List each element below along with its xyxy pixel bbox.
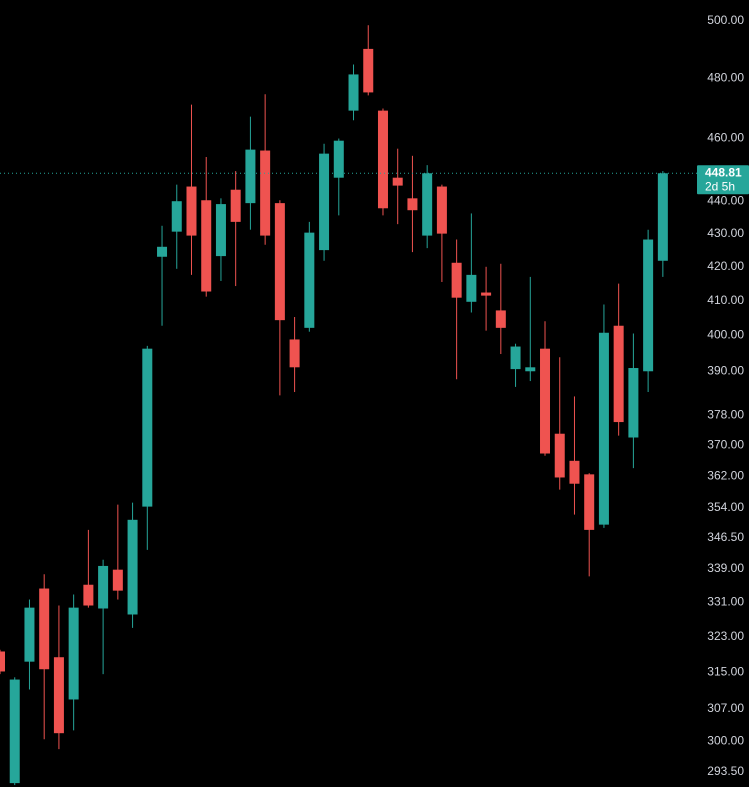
y-tick-label: 500.00 <box>707 13 744 27</box>
candle-body <box>289 339 300 368</box>
candle-body <box>598 332 609 525</box>
y-tick-label: 410.00 <box>707 293 744 307</box>
y-tick-label: 378.00 <box>707 408 744 422</box>
candle-body <box>451 262 462 298</box>
candle-body <box>39 588 50 670</box>
candle-body <box>127 519 138 615</box>
candle-body <box>613 325 624 423</box>
candle-body <box>657 173 668 261</box>
candle-body <box>215 204 226 257</box>
candle-body <box>171 201 182 232</box>
candle-body <box>584 474 595 530</box>
y-tick-label: 420.00 <box>707 259 744 273</box>
candle-body <box>201 200 212 292</box>
candle-body <box>112 569 123 591</box>
candle-body <box>377 110 388 209</box>
candle-body <box>83 584 94 606</box>
last-price-box <box>697 165 749 195</box>
y-tick-label: 460.00 <box>707 131 744 145</box>
candle-body <box>53 657 64 734</box>
candle-body <box>230 189 241 222</box>
candle-body <box>525 367 536 372</box>
y-tick-label: 331.00 <box>707 595 744 609</box>
candle-body <box>0 651 5 672</box>
candle-body <box>495 310 506 328</box>
candle-body <box>24 607 35 662</box>
y-tick-label: 323.00 <box>707 629 744 643</box>
candle-body <box>540 348 551 454</box>
y-tick-label: 354.00 <box>707 500 744 514</box>
candle-body <box>9 679 20 784</box>
candle-body <box>245 149 256 204</box>
candle-body <box>422 173 433 236</box>
candle-body <box>304 232 315 328</box>
y-tick-label: 400.00 <box>707 328 744 342</box>
candle-body <box>643 239 654 372</box>
candle-body <box>569 460 580 484</box>
candle-body <box>481 292 492 296</box>
y-tick-label: 293.50 <box>707 764 744 778</box>
y-tick-label: 480.00 <box>707 71 744 85</box>
y-tick-label: 430.00 <box>707 226 744 240</box>
candle-body <box>260 150 271 236</box>
candle-body <box>363 48 374 93</box>
candle-body <box>554 433 565 478</box>
y-tick-label: 346.50 <box>707 530 744 544</box>
candle-body <box>333 140 344 178</box>
y-tick-label: 339.00 <box>707 561 744 575</box>
candle-body <box>348 74 359 111</box>
y-tick-label: 362.00 <box>707 468 744 482</box>
y-tick-label: 370.00 <box>707 438 744 452</box>
y-tick-label: 307.00 <box>707 701 744 715</box>
candle-body <box>392 177 403 186</box>
candle-body <box>319 153 330 251</box>
candle-body <box>628 368 639 438</box>
y-tick-label: 440.00 <box>707 193 744 207</box>
countdown-label: 2d 5h <box>705 179 735 193</box>
y-tick-label: 390.00 <box>707 363 744 377</box>
last-price-label: 448.81 <box>705 165 742 179</box>
candle-body <box>274 203 285 321</box>
candle-body <box>142 348 153 507</box>
candle-body <box>466 274 477 302</box>
candle-body <box>436 186 447 234</box>
candle-body <box>68 607 79 700</box>
candle-body <box>98 565 109 609</box>
candle-body <box>186 186 197 236</box>
candle-body <box>510 346 521 370</box>
candle-body <box>407 198 418 211</box>
y-tick-label: 300.00 <box>707 733 744 747</box>
candle-body <box>157 246 168 257</box>
y-tick-label: 315.00 <box>707 665 744 679</box>
